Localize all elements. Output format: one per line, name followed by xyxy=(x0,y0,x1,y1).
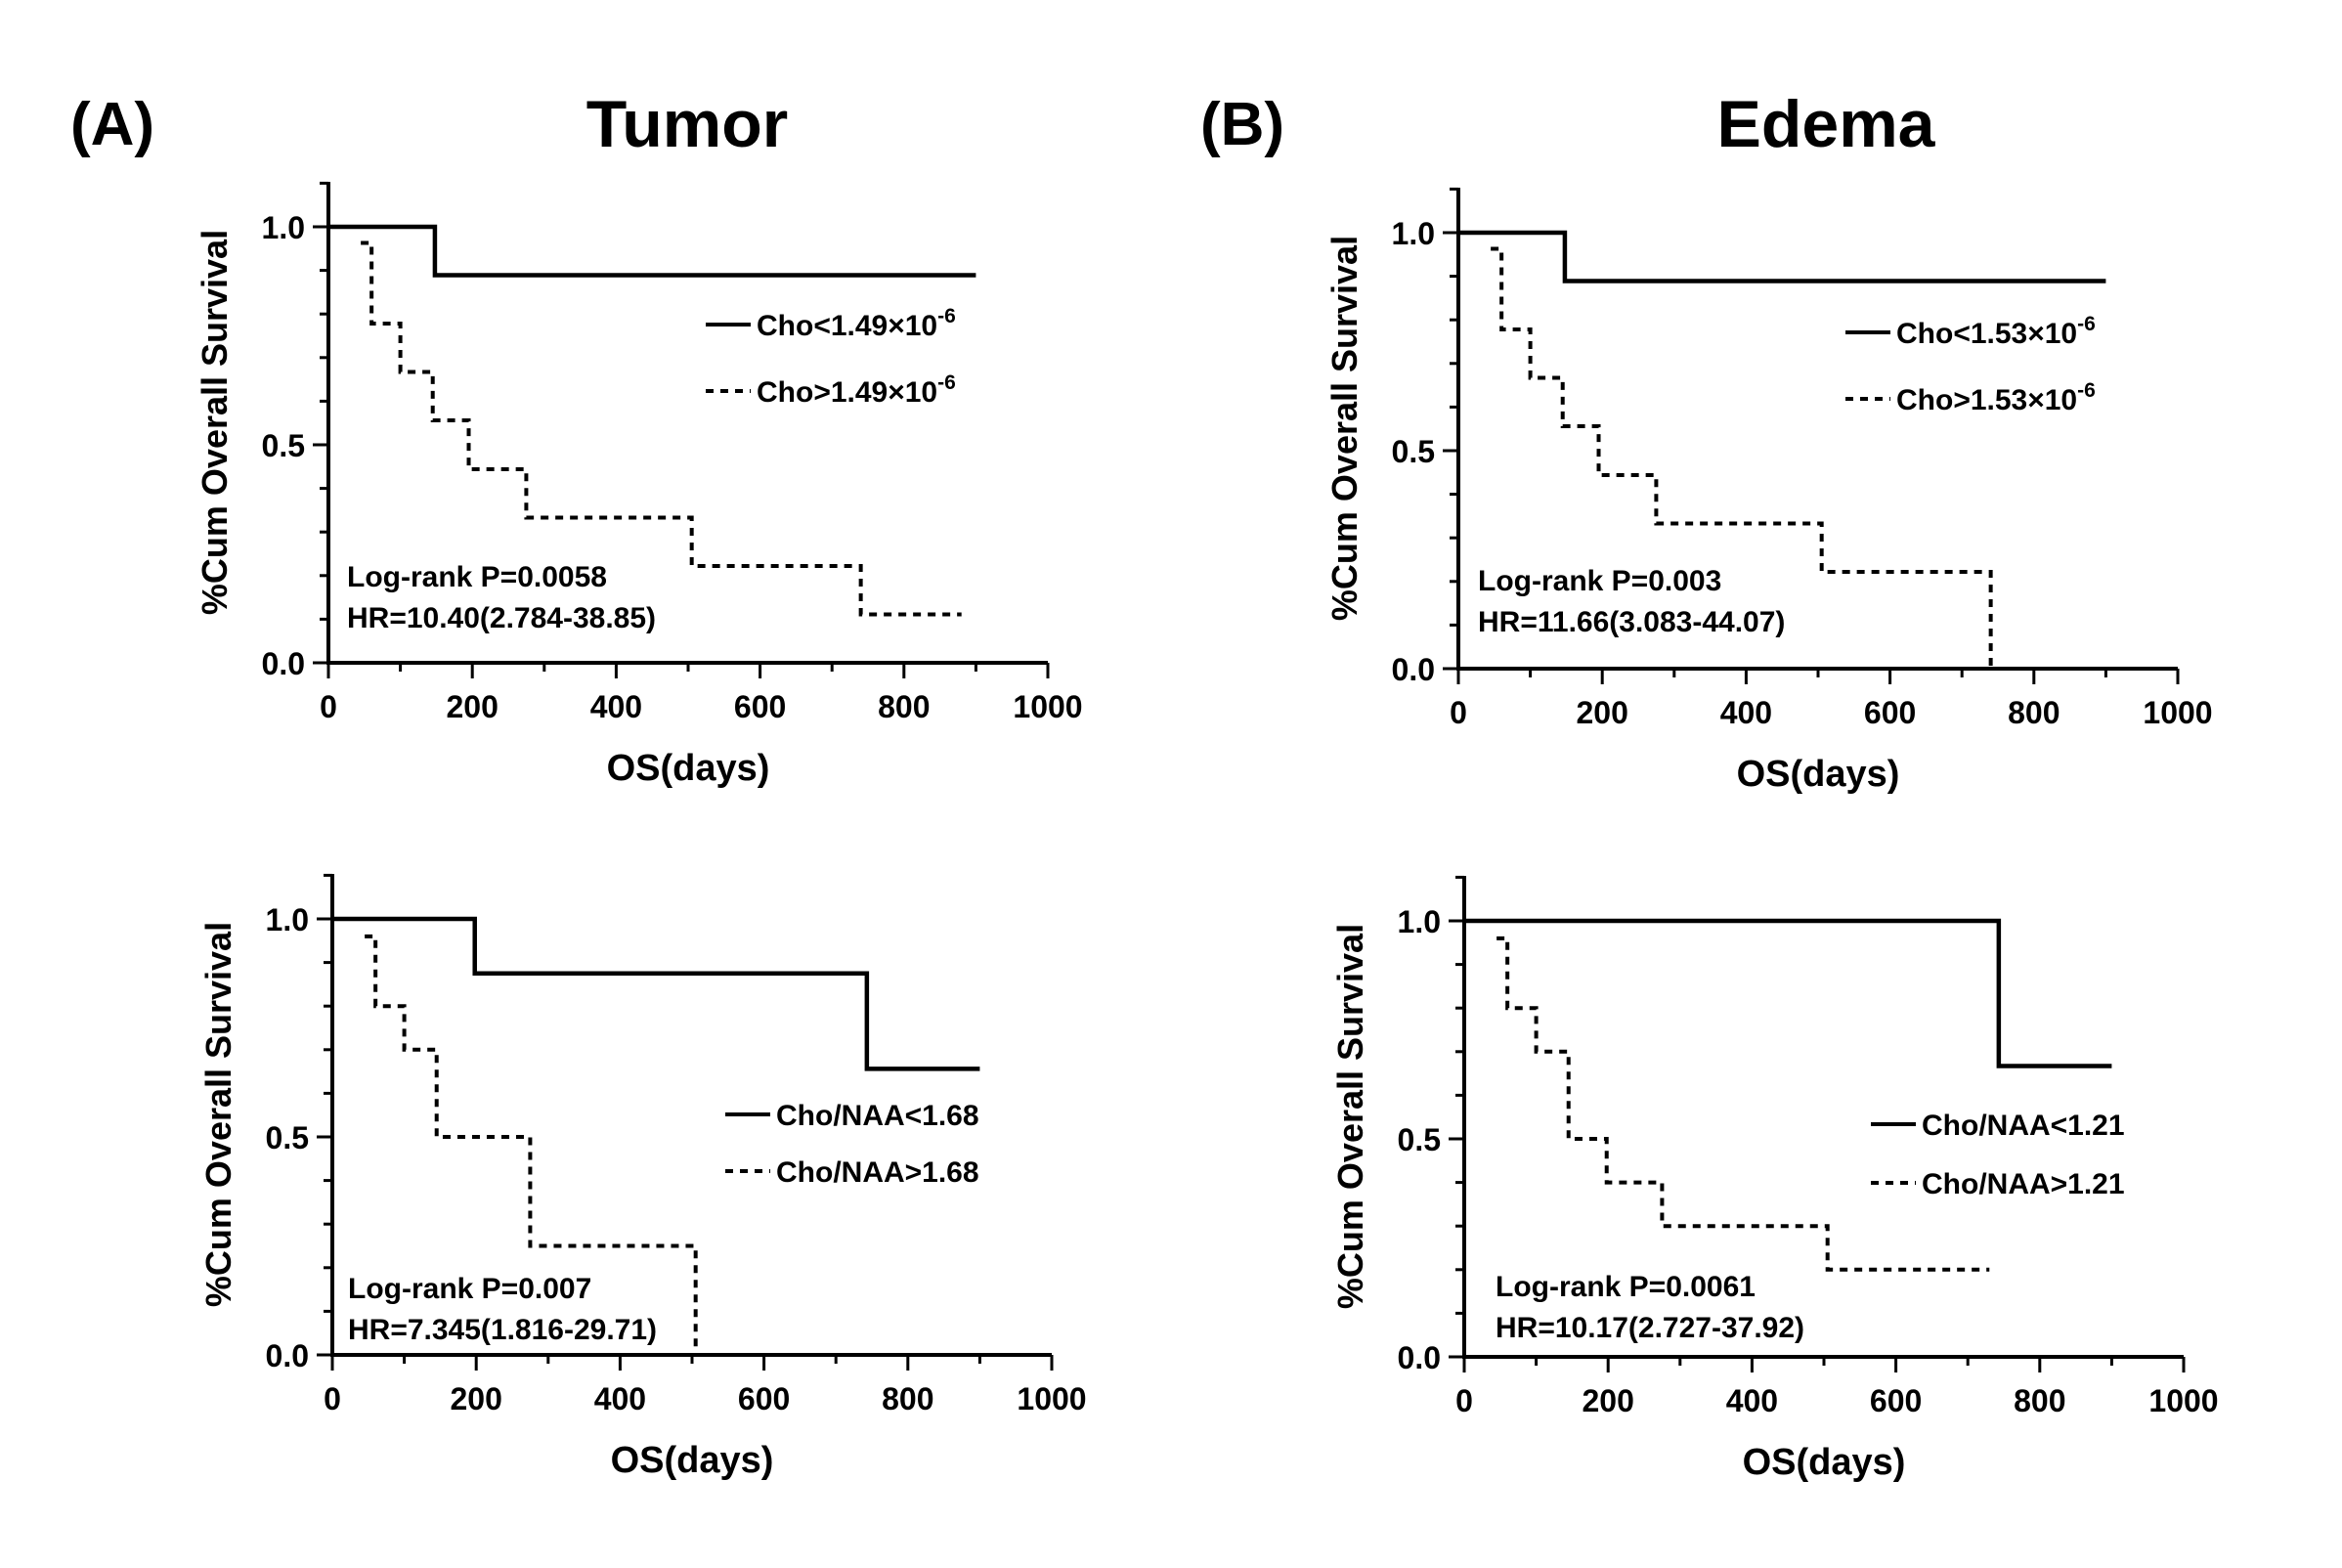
legend-label: Cho<1.53×10-6 xyxy=(1896,313,2096,350)
legend-label: Cho>1.53×10-6 xyxy=(1896,379,2096,416)
y-tick-label: 0.0 xyxy=(262,646,305,681)
hazard-ratio-annotation: HR=11.66(3.083-44.07) xyxy=(1478,606,1785,638)
km-plot-4: 0.0 0.5 1.0 0 200 400 600 800 1000 OS(days) %Cum O… xyxy=(1330,875,2219,1483)
column-title-edema: Edema xyxy=(1716,87,1935,161)
x-tick-label: 600 xyxy=(1870,1383,1922,1418)
survival-curve-low xyxy=(332,916,980,1071)
legend-label: Cho/NAA>1.21 xyxy=(1922,1168,2125,1200)
legend-superscript: -6 xyxy=(937,305,956,327)
log-rank-annotation: Log-rank P=0.003 xyxy=(1478,565,1721,597)
x-tick-label: 1000 xyxy=(1017,1381,1086,1416)
survival-curve-low xyxy=(328,224,976,278)
legend-label: Cho<1.49×10-6 xyxy=(757,305,956,342)
y-tick-label: 1.0 xyxy=(1392,216,1435,251)
legend-label: Cho/NAA<1.68 xyxy=(776,1100,979,1132)
x-tick-label: 0 xyxy=(320,689,337,724)
y-tick-label: 0.5 xyxy=(266,1120,309,1155)
y-axis-title: %Cum Overall Survival xyxy=(198,922,239,1307)
legend-superscript: -6 xyxy=(937,371,956,394)
x-tick-label: 1000 xyxy=(2148,1383,2218,1418)
log-rank-annotation: Log-rank P=0.007 xyxy=(348,1273,591,1305)
y-tick-label: 0.0 xyxy=(266,1338,309,1373)
survival-curve-high xyxy=(361,240,962,617)
y-axis-title: %Cum Overall Survival xyxy=(195,230,235,615)
legend-label: Cho/NAA<1.21 xyxy=(1922,1110,2125,1142)
y-tick-label: 0.0 xyxy=(1398,1340,1441,1375)
x-tick-label: 600 xyxy=(738,1381,790,1416)
survival-curve-high xyxy=(1491,246,1993,669)
y-tick-label: 1.0 xyxy=(262,210,305,245)
hazard-ratio-annotation: HR=10.17(2.727-37.92) xyxy=(1496,1312,1804,1344)
x-tick-label: 400 xyxy=(594,1381,646,1416)
legend-label: Cho>1.49×10-6 xyxy=(757,371,956,409)
hazard-ratio-annotation: HR=7.345(1.816-29.71) xyxy=(348,1314,657,1346)
log-rank-annotation: Log-rank P=0.0061 xyxy=(1496,1271,1756,1303)
x-tick-label: 400 xyxy=(590,689,642,724)
x-tick-label: 1000 xyxy=(2143,695,2212,730)
x-tick-label: 0 xyxy=(324,1381,341,1416)
y-tick-label: 1.0 xyxy=(1398,904,1441,939)
x-tick-label: 800 xyxy=(882,1381,933,1416)
legend-superscript: -6 xyxy=(2077,379,2096,402)
x-tick-label: 800 xyxy=(2014,1383,2065,1418)
x-tick-label: 1000 xyxy=(1013,689,1082,724)
log-rank-annotation: Log-rank P=0.0058 xyxy=(347,561,607,593)
km-plot-1: 0.0 0.5 1.0 0 200 400 600 800 1000 OS(days) %Cum O… xyxy=(195,181,1083,789)
panel-label-a: (A) xyxy=(70,91,155,158)
y-tick-label: 0.5 xyxy=(1398,1122,1441,1157)
x-tick-label: 600 xyxy=(734,689,786,724)
column-title-tumor: Tumor xyxy=(586,87,789,161)
x-tick-label: 400 xyxy=(1720,695,1772,730)
y-tick-label: 0.5 xyxy=(262,428,305,463)
y-axis-title: %Cum Overall Survival xyxy=(1330,924,1370,1309)
hazard-ratio-annotation: HR=10.40(2.784-38.85) xyxy=(347,602,656,634)
y-tick-label: 1.0 xyxy=(266,902,309,937)
x-axis-title: OS(days) xyxy=(611,1440,774,1481)
x-tick-label: 800 xyxy=(878,689,930,724)
km-plot-3: 0.0 0.5 1.0 0 200 400 600 800 1000 OS(days) %Cum O… xyxy=(198,873,1087,1481)
survival-curve-high xyxy=(365,934,698,1355)
x-axis-title: OS(days) xyxy=(1737,754,1900,795)
x-tick-label: 0 xyxy=(1455,1383,1473,1418)
x-tick-label: 200 xyxy=(1577,695,1628,730)
x-tick-label: 800 xyxy=(2008,695,2060,730)
x-tick-label: 600 xyxy=(1864,695,1916,730)
y-axis-title: %Cum Overall Survival xyxy=(1324,236,1365,621)
legend-label: Cho/NAA>1.68 xyxy=(776,1156,979,1189)
panel-label-b: (B) xyxy=(1200,91,1285,158)
survival-curve-low xyxy=(1464,918,2112,1068)
x-tick-label: 200 xyxy=(447,689,499,724)
x-tick-label: 0 xyxy=(1450,695,1467,730)
survival-curve-high xyxy=(1496,936,1990,1272)
survival-curve-low xyxy=(1458,230,2106,283)
x-tick-label: 200 xyxy=(451,1381,502,1416)
x-axis-title: OS(days) xyxy=(1743,1442,1906,1483)
y-tick-label: 0.0 xyxy=(1392,652,1435,687)
y-tick-label: 0.5 xyxy=(1392,434,1435,469)
legend-superscript: -6 xyxy=(2077,313,2096,335)
x-tick-label: 200 xyxy=(1583,1383,1634,1418)
x-axis-title: OS(days) xyxy=(607,748,770,789)
x-tick-label: 400 xyxy=(1726,1383,1778,1418)
km-plot-2: 0.0 0.5 1.0 0 200 400 600 800 1000 OS(days) %Cum O… xyxy=(1324,187,2213,795)
